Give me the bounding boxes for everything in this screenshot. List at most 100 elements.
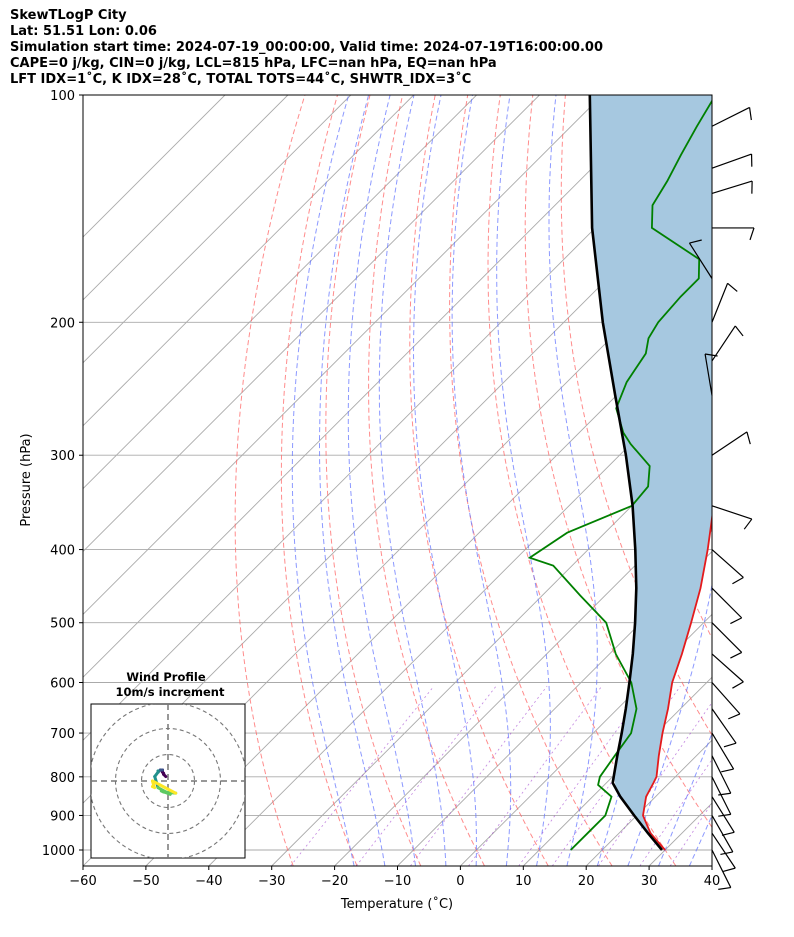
mixing-ratio-line [639, 758, 712, 866]
dry-adiabat-line [368, 95, 485, 866]
x-tick-label: 0 [456, 874, 464, 889]
y-tick-label: 500 [50, 617, 75, 632]
wind-barb [711, 106, 752, 127]
wind-barb [711, 755, 732, 796]
wind-barb [711, 505, 753, 530]
barb-feather [746, 431, 751, 445]
barb-feather [728, 713, 741, 720]
index-line: LFT IDX=1˚C, K IDX=28˚C, TOTAL TOTS=44˚C… [10, 72, 472, 87]
barb-feather [689, 239, 702, 244]
barb-feather [734, 325, 744, 337]
barb-shaft [711, 106, 750, 127]
isotherm-line [460, 613, 712, 866]
dry-adiabat-line [325, 95, 422, 866]
wind-barb [711, 622, 743, 659]
location-line: Lat: 51.51 Lon: 0.06 [10, 24, 157, 39]
wind-barb [711, 549, 744, 585]
wind-barb [711, 431, 751, 456]
x-tick-label: −60 [69, 874, 96, 889]
wind-barb [711, 587, 743, 625]
wind-barbs [688, 106, 755, 890]
y-axis: 100 200 300 400 500 600 700 800 900 1000 [42, 89, 83, 859]
moist-adiabat-line [548, 95, 598, 866]
hodograph-segment [151, 779, 178, 795]
x-axis-label: Temperature (˚C) [340, 896, 453, 912]
barb-feather [748, 107, 752, 121]
dry-adiabat-line [280, 95, 358, 866]
barb-feather [722, 867, 736, 873]
barb-shaft [711, 431, 748, 456]
isotherm-line [271, 425, 712, 866]
wind-barb [711, 325, 744, 362]
x-tick-label: 40 [704, 874, 721, 889]
barb-feather [732, 576, 744, 585]
time-line: Simulation start time: 2024-07-19_00:00:… [10, 40, 603, 55]
wind-barb [688, 239, 713, 279]
isotherm-line [711, 865, 712, 866]
barb-shaft [711, 732, 735, 770]
wind-barb [711, 815, 734, 855]
mixing-ratio-line [518, 685, 650, 866]
mixing-ratio-line [669, 802, 712, 866]
x-tick-label: −10 [384, 874, 411, 889]
moist-adiabat-line [451, 95, 512, 866]
barb-feather [718, 792, 731, 796]
moist-adiabat-line [720, 95, 794, 866]
barb-shaft [711, 549, 744, 578]
isotherm-line [208, 362, 712, 866]
x-tick-label: −30 [258, 874, 285, 889]
barb-feather [720, 851, 733, 855]
barb-shaft [711, 283, 729, 323]
barb-feather [721, 768, 734, 773]
inset-title: Wind Profile [126, 670, 206, 684]
wind-barb [711, 776, 732, 817]
hodograph [91, 704, 245, 858]
barb-shaft [711, 776, 732, 815]
x-axis: −60 −50 −40 −30 −20 −10 0 10 20 30 40 [69, 866, 720, 889]
barb-shaft [688, 242, 713, 279]
barb-feather [718, 813, 731, 817]
isotherm-line [334, 487, 712, 866]
isotherm-line [83, 95, 415, 427]
barb-shaft [711, 653, 744, 683]
barb-feather [718, 886, 731, 890]
y-tick-label: 300 [50, 449, 75, 464]
barb-feather [730, 651, 742, 659]
barb-shaft [711, 815, 734, 853]
mixing-ratio-line [290, 685, 435, 866]
wind-barb [711, 153, 753, 169]
mixing-ratio-line [468, 685, 603, 866]
y-tick-label: 200 [50, 316, 75, 331]
isotherm-line [83, 95, 540, 553]
barb-shaft [711, 708, 737, 744]
x-tick-label: −20 [321, 874, 348, 889]
wind-barb [711, 796, 735, 836]
barb-shaft [704, 353, 713, 396]
dry-adiabat-line [761, 95, 794, 866]
barb-shaft [711, 153, 752, 169]
isotherm-line [83, 95, 603, 616]
moist-adiabat-line [378, 95, 447, 866]
dry-adiabat-line [560, 95, 712, 737]
isotherm-line [83, 95, 477, 490]
mixing-ratio-line [355, 685, 497, 866]
dry-adiabat-line [487, 95, 677, 866]
temperature-line [642, 511, 712, 851]
moist-adiabat-line [291, 95, 355, 866]
y-tick-label: 800 [50, 771, 75, 786]
y-tick-label: 900 [50, 809, 75, 824]
barb-feather [743, 518, 753, 530]
wind-barb [711, 180, 753, 194]
barb-feather [723, 742, 737, 748]
wind-barb [711, 849, 732, 890]
chart-title: SkewTLogP City [10, 8, 127, 23]
mixing-ratio-line [598, 701, 712, 866]
barb-shaft [711, 832, 736, 869]
profile-lines [527, 95, 712, 851]
barb-feather [749, 227, 755, 241]
barb-shaft [711, 755, 732, 794]
isotherm-line [83, 95, 666, 678]
dry-adiabat-line [409, 95, 549, 866]
isotherm-line [83, 95, 289, 301]
